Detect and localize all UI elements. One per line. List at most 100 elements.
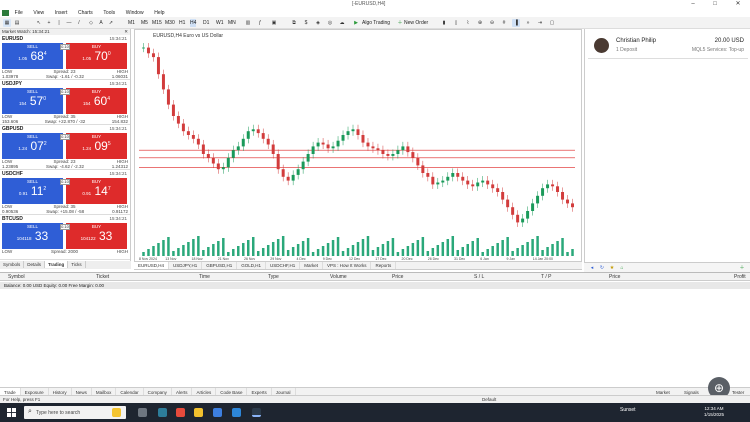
edge-icon[interactable]: [158, 408, 167, 417]
sell-button[interactable]: SELL 104118 33: [2, 223, 63, 249]
chart-line-icon[interactable]: ⌇: [466, 20, 470, 26]
zoom-in-icon[interactable]: ⊕: [477, 20, 483, 26]
lot-size-input[interactable]: 0.10: [60, 179, 70, 185]
volumes-icon[interactable]: ▐: [512, 19, 520, 27]
buy-button[interactable]: BUY 154 604: [66, 88, 127, 114]
windows-start-icon[interactable]: [7, 408, 16, 417]
symbols-icon[interactable]: $: [304, 20, 308, 26]
menu-tools[interactable]: Tools: [103, 10, 116, 16]
tab-history[interactable]: History: [49, 388, 72, 397]
tab-news[interactable]: News: [72, 388, 92, 397]
tab-trade[interactable]: Trade: [0, 388, 21, 397]
chart-tab[interactable]: EURUSD,H4: [134, 262, 170, 269]
tf-w1[interactable]: W1: [216, 20, 224, 26]
file-explorer-icon[interactable]: [194, 408, 203, 417]
task-view-icon[interactable]: [138, 408, 147, 417]
tab-calendar[interactable]: Calendar: [116, 388, 144, 397]
sell-button[interactable]: SELL 154 570: [2, 88, 63, 114]
tab-exposure[interactable]: Exposure: [21, 388, 49, 397]
text-icon[interactable]: A: [99, 20, 103, 26]
algo-trading-button[interactable]: Algo Trading: [362, 20, 391, 26]
col-profit[interactable]: Profit: [734, 274, 746, 280]
cursor-icon[interactable]: ↖: [36, 20, 42, 26]
tf-m5[interactable]: M5: [141, 20, 148, 26]
col-sl[interactable]: S / L: [474, 274, 485, 280]
col-current-price[interactable]: Price: [609, 274, 621, 280]
signal-service[interactable]: MQL5 Services: Top-up: [691, 47, 744, 53]
close-icon[interactable]: ✕: [124, 29, 128, 34]
horizontal-line-icon[interactable]: —: [66, 20, 72, 26]
copy-icon[interactable]: ⧉: [292, 20, 296, 26]
zoom-out-icon[interactable]: ⊖: [489, 20, 495, 26]
chart-tab[interactable]: VPS : How It Works: [323, 262, 372, 269]
market-link[interactable]: Market: [656, 390, 670, 395]
indicators-icon[interactable]: ƒ: [258, 20, 262, 26]
signals-link[interactable]: Signals: [684, 390, 699, 395]
chart-tab[interactable]: GBPUSD,H1: [202, 262, 238, 269]
new-order-icon[interactable]: ＋: [397, 20, 403, 26]
tab-symbols[interactable]: Symbols: [0, 261, 25, 268]
col-volume[interactable]: Volume: [330, 274, 347, 280]
tf-h4[interactable]: H4: [190, 19, 197, 27]
sell-button[interactable]: SELL 1.05 684: [2, 43, 63, 69]
signals-icon[interactable]: ◎: [327, 20, 333, 26]
sell-button[interactable]: SELL 1.24 072: [2, 133, 63, 159]
tab-company[interactable]: Company: [144, 388, 172, 397]
tf-mn[interactable]: MN: [228, 20, 236, 26]
shapes-icon[interactable]: ◇: [89, 20, 93, 26]
weather-widget[interactable]: Sunset: [620, 407, 636, 413]
algo-trading-icon[interactable]: ▶: [354, 20, 358, 26]
tab-mailbox[interactable]: Mailbox: [92, 388, 117, 397]
lot-size-input[interactable]: 0.10: [60, 224, 70, 230]
tab-articles[interactable]: Articles: [192, 388, 217, 397]
menu-charts[interactable]: Charts: [78, 10, 93, 16]
menu-help[interactable]: Help: [154, 10, 165, 16]
chart-tab[interactable]: USDCHF,H1: [266, 262, 301, 269]
price-chart-svg[interactable]: EURUSD,H4 Euro vs US Dollar 8 Nov 2024 13…: [135, 30, 581, 261]
col-tp[interactable]: T / P: [541, 274, 552, 280]
lot-size-input[interactable]: 0.10: [60, 44, 70, 50]
back-icon[interactable]: ◂: [590, 265, 594, 271]
taskbar-search[interactable]: ⌕ Type here to search: [24, 406, 126, 419]
tf-d1[interactable]: D1: [203, 20, 210, 26]
screenshot-icon[interactable]: ▢: [549, 20, 555, 26]
chrome-icon[interactable]: [176, 408, 185, 417]
chart-tab[interactable]: Market: [300, 262, 324, 269]
signal-card[interactable]: Christian Philip 1 Deposit 20.00 USD MQL…: [588, 33, 748, 59]
lot-size-input[interactable]: 0.10: [60, 134, 70, 140]
chart-bar-icon[interactable]: ▮: [442, 20, 446, 26]
market-icon[interactable]: ◈: [316, 20, 320, 26]
tf-m1[interactable]: M1: [128, 20, 135, 26]
profiles-icon[interactable]: ▤: [14, 20, 20, 26]
close-button[interactable]: ✕: [735, 1, 741, 7]
sell-button[interactable]: SELL 0.91 112: [2, 178, 63, 204]
tab-experts[interactable]: Experts: [247, 388, 272, 397]
buy-button[interactable]: BUY 1.24 095: [66, 133, 127, 159]
tab-trading[interactable]: Trading: [45, 261, 69, 268]
chart-shift-icon[interactable]: ⇥: [537, 20, 543, 26]
mail-icon[interactable]: [232, 408, 241, 417]
buy-button[interactable]: BUY 0.91 147: [66, 178, 127, 204]
buy-button[interactable]: BUY 1.05 700: [66, 43, 127, 69]
new-chart-icon[interactable]: ▦: [3, 19, 11, 27]
menu-window[interactable]: Window: [125, 10, 144, 16]
menu-view[interactable]: View: [33, 10, 45, 16]
tf-m15[interactable]: M15: [152, 20, 162, 26]
menu-insert[interactable]: Insert: [54, 10, 68, 16]
star-icon[interactable]: ★: [609, 265, 615, 271]
tab-details[interactable]: Details: [24, 261, 46, 268]
lot-size-input[interactable]: 0.10: [60, 89, 70, 95]
col-time[interactable]: Time: [199, 274, 210, 280]
col-type[interactable]: Type: [268, 274, 279, 280]
refresh-icon[interactable]: ↻: [599, 265, 605, 271]
maximize-button[interactable]: □: [713, 1, 717, 7]
tab-code-base[interactable]: Code Base: [216, 388, 248, 397]
autoscroll-icon[interactable]: »: [526, 20, 530, 26]
tf-h1[interactable]: H1: [179, 20, 186, 26]
system-clock[interactable]: 12:34 AM 1/15/2025: [704, 406, 724, 418]
tab-journal[interactable]: Journal: [272, 388, 296, 397]
tab-ticks[interactable]: Ticks: [68, 261, 86, 268]
minimize-button[interactable]: –: [691, 1, 695, 7]
arrows-icon[interactable]: ➚: [108, 20, 114, 26]
chart-tab[interactable]: GOLD,H1: [237, 262, 266, 269]
